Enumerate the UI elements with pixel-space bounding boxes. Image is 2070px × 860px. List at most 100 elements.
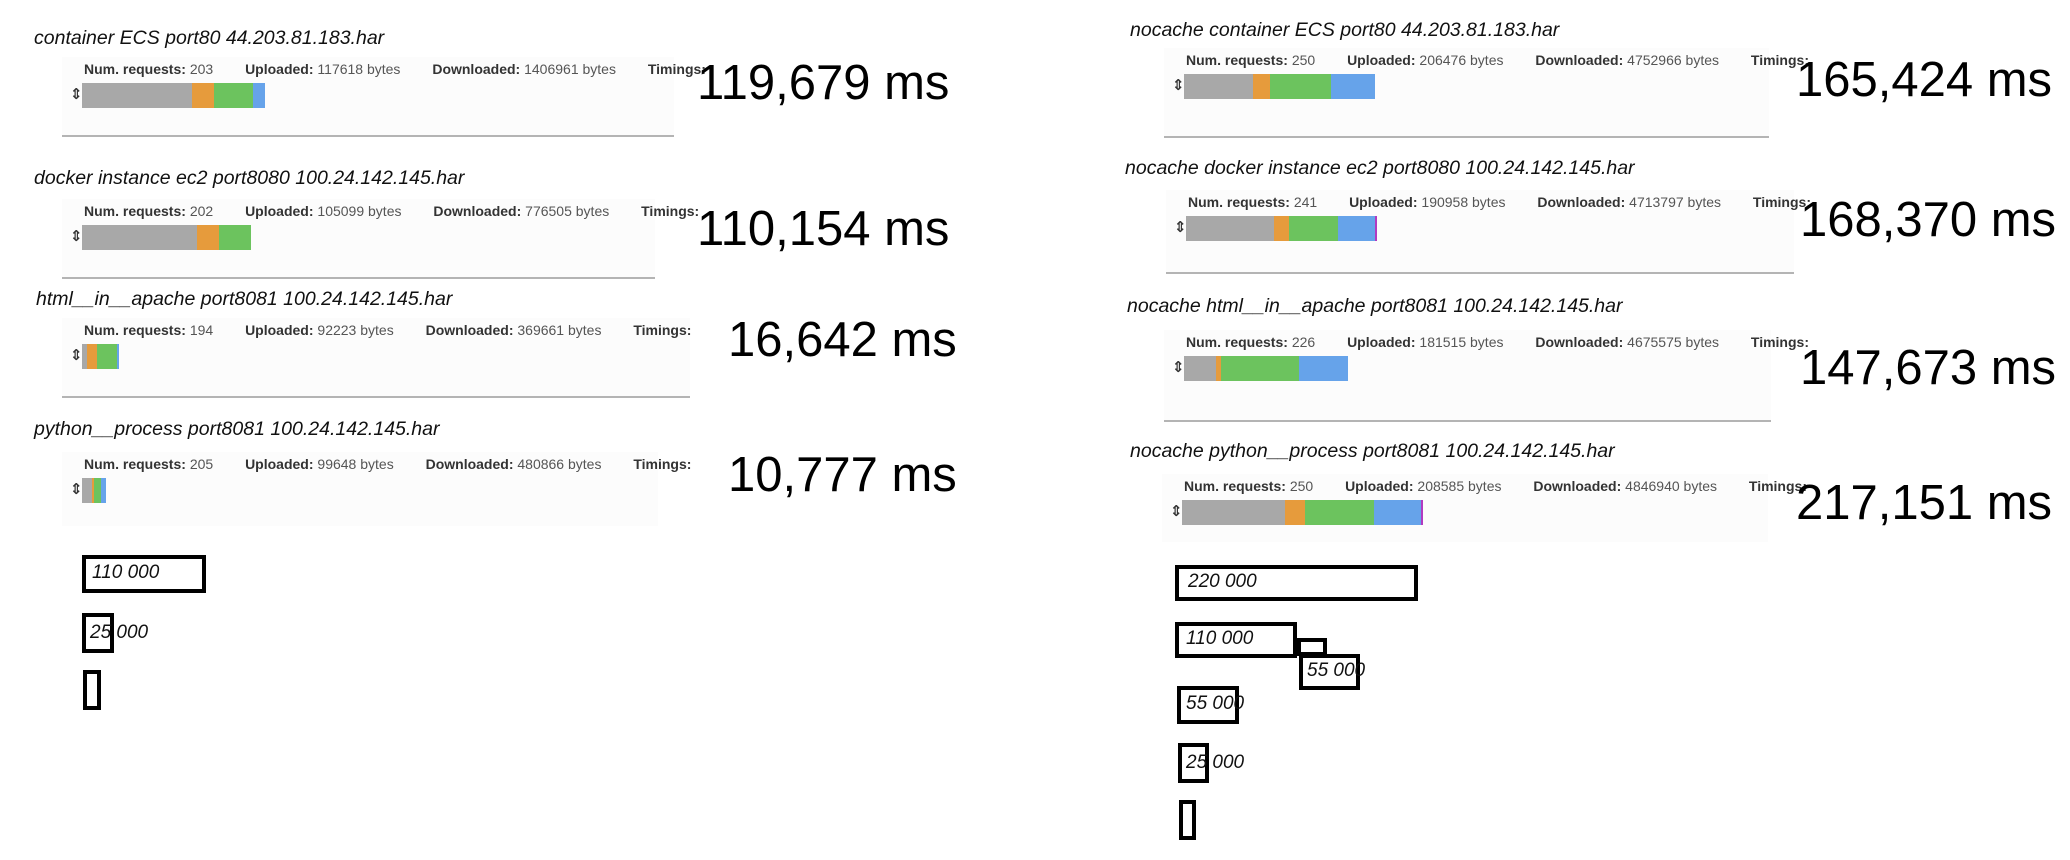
uploaded-value: 190958 bytes	[1421, 194, 1506, 210]
resize-handle-icon[interactable]: ⇕	[70, 228, 83, 245]
scale-label: 220 000	[1188, 571, 1257, 592]
total-time: 110,154 ms	[697, 202, 950, 256]
timings-label: Timings:	[633, 456, 692, 472]
uploaded-value: 92223 bytes	[317, 322, 394, 338]
requests-value: 250	[1291, 52, 1316, 68]
requests-value: 250	[1289, 478, 1314, 494]
scale-box	[82, 555, 206, 593]
downloaded-label: Downloaded:	[1535, 334, 1624, 350]
timing-segment	[219, 225, 251, 250]
resize-handle-icon[interactable]: ⇕	[1172, 77, 1185, 94]
har-title: nocache python__process port8081 100.24.…	[1130, 440, 1615, 462]
downloaded-label: Downloaded:	[433, 203, 522, 219]
timing-bar	[1184, 356, 1348, 381]
timing-segment	[214, 83, 253, 108]
resize-handle-icon[interactable]: ⇕	[1172, 359, 1185, 376]
timing-bar	[82, 225, 251, 250]
timing-segment	[1305, 500, 1374, 525]
har-title: python__process port8081 100.24.142.145.…	[34, 418, 440, 440]
scale-box	[82, 613, 114, 653]
timing-segment	[1184, 356, 1216, 381]
har-panel: Num. requests: 226 Uploaded: 181515 byte…	[1164, 330, 1809, 422]
resize-handle-icon[interactable]: ⇕	[1174, 219, 1187, 236]
downloaded-label: Downloaded:	[425, 456, 514, 472]
har-title: nocache html__in__apache port8081 100.24…	[1127, 295, 1623, 317]
downloaded-label: Downloaded:	[1533, 478, 1622, 494]
har-stats: Num. requests: 241 Uploaded: 190958 byte…	[1188, 194, 1825, 210]
uploaded-label: Uploaded:	[1347, 52, 1416, 68]
timing-segment	[1331, 74, 1375, 99]
downloaded-label: Downloaded:	[1535, 52, 1624, 68]
timings-label: Timings:	[1750, 52, 1809, 68]
timing-segment	[82, 83, 192, 108]
har-panel: Num. requests: 241 Uploaded: 190958 byte…	[1166, 190, 1811, 274]
timing-segment	[1270, 74, 1331, 99]
har-panel: Num. requests: 202 Uploaded: 105099 byte…	[62, 199, 699, 279]
scale-box	[1179, 800, 1196, 840]
requests-label: Num. requests:	[1188, 194, 1290, 210]
timings-label: Timings:	[1750, 334, 1809, 350]
timing-segment	[253, 83, 265, 108]
timing-segment	[192, 83, 214, 108]
requests-label: Num. requests:	[1184, 478, 1286, 494]
scale-box	[83, 670, 101, 710]
total-time: 119,679 ms	[697, 56, 950, 110]
timings-label: Timings:	[647, 61, 706, 77]
resize-handle-icon[interactable]: ⇕	[70, 86, 83, 103]
timing-bar	[1184, 74, 1375, 99]
resize-handle-icon[interactable]: ⇕	[1170, 503, 1183, 520]
timing-segment	[94, 478, 101, 503]
har-stats: Num. requests: 226 Uploaded: 181515 byte…	[1186, 334, 1823, 350]
har-title: html__in__apache port8081 100.24.142.145…	[36, 288, 453, 310]
timings-label: Timings:	[641, 203, 700, 219]
scale-label: 25 000	[1186, 752, 1245, 773]
scale-box	[1299, 654, 1360, 690]
uploaded-label: Uploaded:	[245, 203, 314, 219]
downloaded-label: Downloaded:	[425, 322, 514, 338]
har-stats: Num. requests: 250 Uploaded: 206476 byte…	[1186, 52, 1823, 68]
timing-bar	[1186, 216, 1377, 241]
timing-segment	[1375, 216, 1377, 241]
requests-value: 241	[1293, 194, 1318, 210]
downloaded-value: 1406961 bytes	[524, 61, 616, 77]
requests-value: 194	[189, 322, 214, 338]
har-stats: Num. requests: 202 Uploaded: 105099 byte…	[84, 203, 713, 219]
requests-label: Num. requests:	[84, 456, 186, 472]
requests-value: 226	[1291, 334, 1316, 350]
scale-box	[1175, 622, 1297, 658]
har-panel: Num. requests: 203 Uploaded: 117618 byte…	[62, 57, 706, 137]
downloaded-value: 4752966 bytes	[1627, 52, 1720, 68]
timing-segment	[82, 225, 197, 250]
har-stats: Num. requests: 203 Uploaded: 117618 byte…	[84, 61, 720, 77]
scale-label: 55 000	[1307, 660, 1366, 681]
har-stats: Num. requests: 205 Uploaded: 99648 bytes…	[84, 456, 705, 472]
resize-handle-icon[interactable]: ⇕	[70, 481, 83, 498]
timing-segment	[82, 478, 92, 503]
timing-segment	[87, 344, 97, 369]
requests-label: Num. requests:	[84, 322, 186, 338]
requests-label: Num. requests:	[1186, 334, 1288, 350]
har-panel: Num. requests: 250 Uploaded: 206476 byte…	[1164, 48, 1809, 138]
timing-segment	[1184, 74, 1253, 99]
requests-label: Num. requests:	[84, 203, 186, 219]
uploaded-value: 99648 bytes	[317, 456, 394, 472]
timing-bar	[1182, 500, 1423, 525]
requests-value: 203	[189, 61, 214, 77]
downloaded-value: 4675575 bytes	[1627, 334, 1720, 350]
requests-value: 202	[189, 203, 214, 219]
timing-segment	[1299, 356, 1348, 381]
total-time: 217,151 ms	[1796, 476, 2053, 530]
total-time: 16,642 ms	[728, 313, 957, 367]
scale-box	[1175, 565, 1418, 601]
timing-segment	[1421, 500, 1423, 525]
uploaded-label: Uploaded:	[1347, 334, 1416, 350]
timing-segment	[82, 344, 87, 369]
uploaded-value: 208585 bytes	[1417, 478, 1502, 494]
scale-label: 25 000	[90, 622, 149, 643]
resize-handle-icon[interactable]: ⇕	[70, 347, 83, 364]
uploaded-value: 117618 bytes	[317, 61, 401, 77]
timing-segment	[101, 478, 106, 503]
timing-segment	[97, 344, 117, 369]
uploaded-value: 206476 bytes	[1419, 52, 1504, 68]
scale-label: 55 000	[1186, 693, 1245, 714]
